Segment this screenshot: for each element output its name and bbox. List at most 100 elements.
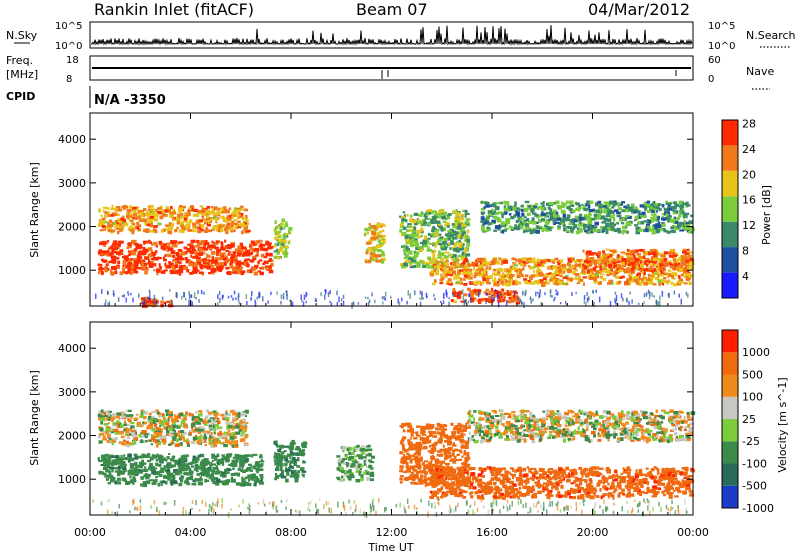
echo-cell	[170, 240, 174, 244]
echo-cell	[539, 205, 544, 209]
echo-cell	[102, 228, 106, 231]
echo-cell	[220, 457, 225, 461]
echo-cell	[154, 219, 159, 222]
ground-scatter-cell	[565, 300, 567, 305]
echo-cell	[586, 257, 589, 261]
echo-cell	[232, 270, 237, 274]
echo-cell	[633, 278, 638, 283]
velocity-echoes	[92, 409, 696, 518]
echo-cell	[106, 240, 110, 243]
echo-cell	[200, 223, 205, 228]
echo-cell	[187, 243, 192, 246]
echo-cell	[506, 202, 510, 207]
echo-cell	[572, 270, 576, 275]
echo-cell	[127, 453, 132, 458]
echo-cell	[100, 253, 104, 256]
echo-cell	[132, 439, 135, 443]
echo-cell	[605, 229, 608, 232]
echo-cell	[444, 264, 448, 268]
echo-cell	[204, 458, 209, 462]
echo-cell	[257, 270, 261, 273]
echo-cell	[415, 233, 419, 237]
echo-cell	[598, 263, 602, 267]
echo-cell	[263, 256, 268, 259]
ground-scatter-cell	[661, 290, 664, 297]
echo-cell	[587, 205, 591, 209]
echo-cell	[165, 265, 171, 269]
echo-cell	[127, 417, 130, 422]
echo-cell	[673, 283, 677, 287]
echo-cell	[426, 237, 431, 240]
ground-scatter-cell	[245, 294, 248, 299]
echo-cell	[577, 218, 580, 222]
echo-cell	[586, 216, 592, 221]
echo-cell	[116, 461, 121, 464]
ground-scatter-cell	[381, 296, 384, 300]
echo-cell	[427, 232, 431, 236]
echo-cell	[412, 241, 415, 246]
echo-cell	[238, 424, 243, 427]
echo-cell	[163, 213, 168, 217]
echo-cell	[380, 260, 385, 264]
echo-cell	[284, 248, 288, 252]
echo-cell	[556, 215, 560, 218]
echo-cell	[484, 259, 487, 263]
echo-cell	[170, 441, 174, 445]
echo-cell	[169, 223, 175, 227]
echo-cell	[405, 241, 411, 245]
echo-cell	[105, 478, 109, 481]
echo-cell	[673, 216, 676, 219]
echo-cell	[454, 265, 459, 269]
echo-cell	[246, 270, 250, 273]
echo-cell	[152, 470, 157, 474]
echo-cell	[143, 462, 147, 465]
echo-cell	[230, 264, 234, 269]
echo-cell	[571, 264, 575, 268]
ground-scatter-cell	[142, 300, 144, 305]
echo-cell	[111, 442, 115, 446]
echo-cell	[593, 226, 598, 229]
ground-scatter-cell	[555, 289, 557, 292]
echo-cell	[682, 202, 687, 206]
echo-cell	[116, 265, 119, 269]
echo-cell	[260, 463, 264, 467]
echo-cell	[476, 299, 480, 302]
echo-cell	[172, 244, 178, 248]
echo-cell	[215, 478, 221, 483]
echo-cell	[650, 269, 654, 273]
echo-cell	[211, 209, 215, 214]
echo-cell	[601, 221, 606, 224]
echo-cell	[124, 427, 128, 431]
echo-cell	[371, 230, 375, 234]
echo-cell	[467, 277, 470, 280]
echo-cell	[226, 224, 229, 227]
echo-cell	[243, 217, 247, 220]
echo-cell	[119, 252, 124, 255]
echo-cell	[458, 243, 464, 246]
echo-cell	[252, 255, 256, 259]
echo-cell	[237, 467, 241, 471]
echo-cell	[602, 229, 605, 232]
echo-cell	[464, 271, 468, 275]
echo-cell	[578, 227, 582, 230]
echo-cell	[123, 420, 127, 424]
echo-cell	[635, 230, 640, 235]
echo-cell	[240, 420, 245, 424]
echo-cell	[562, 213, 566, 217]
echo-cell	[159, 436, 164, 441]
echo-cell	[130, 470, 136, 475]
echo-cell	[148, 425, 153, 429]
echo-cell	[275, 248, 280, 253]
echo-cell	[478, 300, 482, 304]
echo-cell	[98, 417, 103, 421]
ground-scatter-cell	[628, 300, 630, 306]
echo-cell	[242, 478, 246, 481]
echo-cell	[459, 280, 462, 284]
echo-cell	[653, 218, 657, 222]
echo-cell	[213, 443, 218, 447]
echo-cell	[174, 229, 178, 232]
echo-cell	[213, 410, 216, 413]
echo-cell	[552, 220, 556, 224]
echo-cell	[125, 440, 129, 443]
echo-cell	[144, 249, 150, 252]
